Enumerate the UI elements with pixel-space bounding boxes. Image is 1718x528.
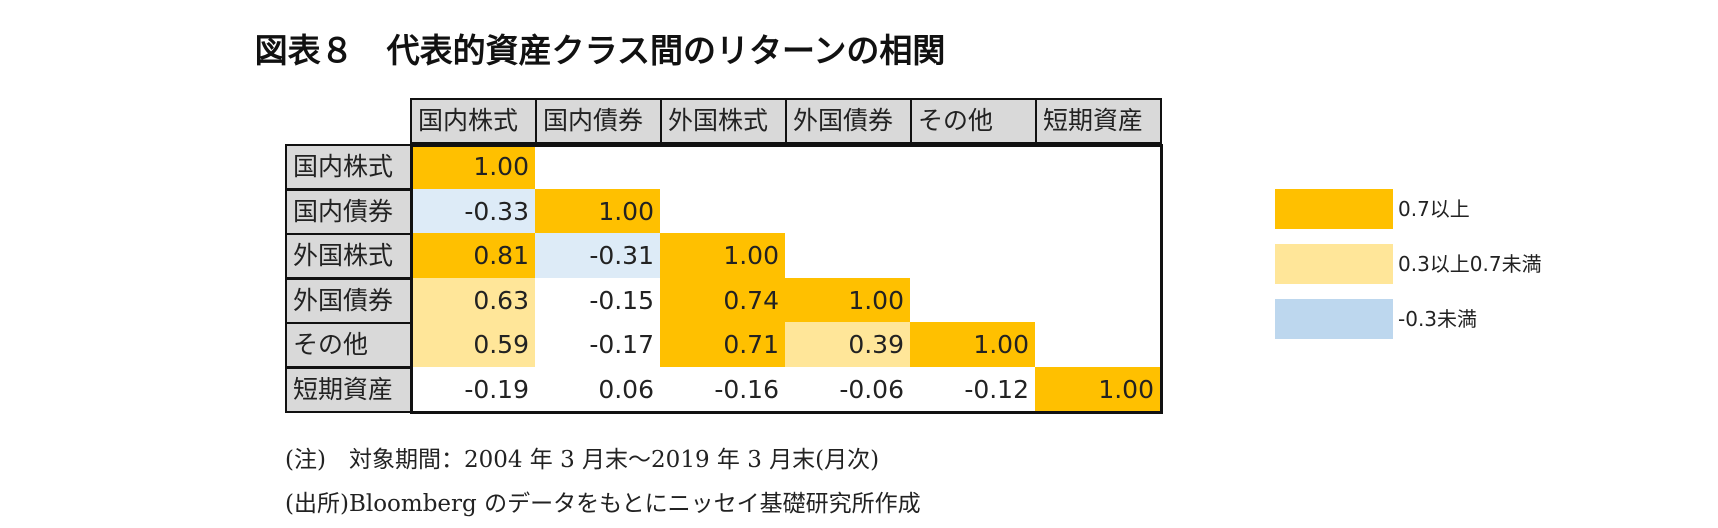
matrix-cell: 1.00 xyxy=(910,322,1035,367)
matrix-cell: -0.12 xyxy=(964,374,1029,404)
matrix-cell: -0.33 xyxy=(410,188,535,234)
column-header: 国内株式 xyxy=(410,98,537,144)
matrix-cell: -0.17 xyxy=(589,330,654,359)
chart-title: 図表８ 代表的資産クラス間のリターンの相関 xyxy=(254,31,946,70)
matrix-cell: -0.06 xyxy=(839,374,904,404)
matrix-cell: -0.16 xyxy=(714,374,779,404)
row-header: 短期資産 xyxy=(285,366,412,413)
legend-label-high: 0.7以上 xyxy=(1398,197,1470,221)
column-header: 外国株式 xyxy=(660,98,787,144)
row-header: 国内債券 xyxy=(285,188,412,235)
row-header: 外国株式 xyxy=(285,233,412,279)
row-header: 外国債券 xyxy=(285,277,412,324)
matrix-cell: 0.59 xyxy=(410,322,535,367)
column-header: 外国債券 xyxy=(785,98,912,144)
matrix-cell: -0.31 xyxy=(535,233,660,278)
legend-swatch-high xyxy=(1275,189,1393,229)
matrix-cell: 1.00 xyxy=(410,144,535,189)
row-header: その他 xyxy=(285,322,412,368)
matrix-cell: 0.63 xyxy=(410,277,535,323)
note-source: (出所)Bloomberg のデータをもとにニッセイ基礎研究所作成 xyxy=(285,491,921,517)
matrix-cell: 1.00 xyxy=(535,188,660,234)
legend-label-low: -0.3未満 xyxy=(1398,307,1478,331)
legend-swatch-mid xyxy=(1275,244,1393,284)
matrix-cell: 0.81 xyxy=(410,233,535,278)
matrix-cell: 0.39 xyxy=(785,322,910,367)
column-header: その他 xyxy=(910,98,1037,144)
column-header: 短期資産 xyxy=(1035,98,1162,144)
legend-swatch-low xyxy=(1275,299,1393,339)
row-header: 国内株式 xyxy=(285,144,412,190)
matrix-cell: 0.06 xyxy=(598,374,654,404)
note-period: (注) 対象期間：2004 年 3 月末～2019 年 3 月末(月次) xyxy=(285,447,880,473)
matrix-cell: 1.00 xyxy=(1035,366,1160,412)
matrix-cell: -0.19 xyxy=(464,374,529,404)
matrix-cell: 1.00 xyxy=(660,233,785,278)
matrix-cell: 1.00 xyxy=(785,277,910,323)
matrix-cell: 0.74 xyxy=(660,277,785,323)
column-header: 国内債券 xyxy=(535,98,662,144)
legend-label-mid: 0.3以上0.7未満 xyxy=(1398,252,1542,276)
matrix-cell: 0.71 xyxy=(660,322,785,367)
matrix-cell: -0.15 xyxy=(589,285,654,315)
